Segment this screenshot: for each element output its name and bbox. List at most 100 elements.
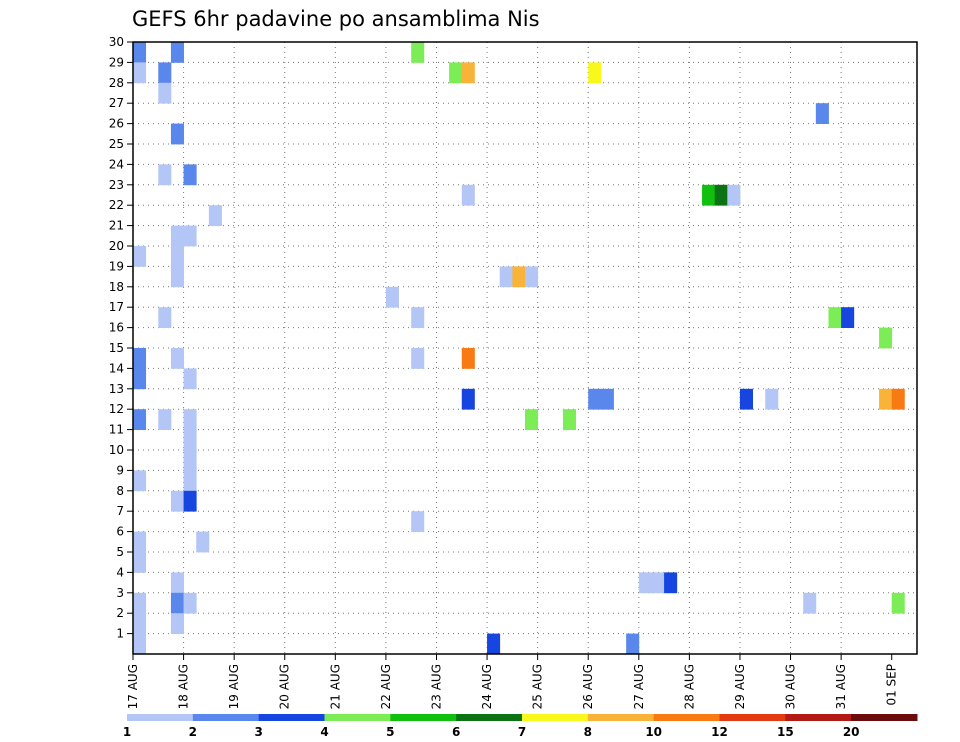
- x-tick-label: 21 AUG: [328, 664, 342, 709]
- chart-title: GEFS 6hr padavine po ansamblima Nis: [132, 7, 540, 31]
- colorbar-label: 4: [320, 725, 328, 739]
- colorbar-segment: [653, 714, 720, 721]
- y-tick-label: 27: [109, 96, 124, 110]
- x-tick-label: 18 AUG: [177, 664, 191, 709]
- heatmap-cell: [714, 184, 728, 206]
- heatmap-cell: [411, 348, 425, 369]
- y-tick-label: 16: [109, 321, 124, 335]
- y-tick-label: 20: [109, 239, 124, 253]
- heatmap-cell: [183, 409, 197, 430]
- x-tick-label: 25 AUG: [531, 664, 545, 709]
- y-tick-label: 2: [116, 606, 124, 620]
- heatmap-cell: [133, 368, 147, 390]
- y-tick-label: 1: [116, 627, 124, 641]
- heatmap-cell: [600, 388, 614, 410]
- colorbar-segment: [456, 714, 523, 721]
- heatmap-cell: [461, 62, 475, 84]
- heatmap-cell: [196, 531, 210, 553]
- colorbar-label: 7: [518, 725, 526, 739]
- heatmap-cell: [183, 470, 197, 492]
- heatmap-cell: [385, 286, 399, 308]
- colorbar-label: 10: [645, 725, 662, 739]
- heatmap-cell: [562, 409, 576, 430]
- colorbar-segment: [851, 714, 918, 721]
- y-tick-label: 6: [116, 525, 124, 539]
- heatmap-cell: [841, 307, 855, 328]
- y-tick-label: 28: [109, 76, 124, 90]
- heatmap-cell: [588, 388, 602, 410]
- heatmap-cell: [879, 388, 893, 410]
- colorbar-label: 8: [584, 725, 592, 739]
- heatmap-cell: [525, 409, 539, 430]
- y-tick-label: 7: [116, 504, 124, 518]
- heatmap-cell: [170, 42, 184, 63]
- heatmap-cell: [183, 450, 197, 471]
- colorbar-label: 6: [452, 725, 460, 739]
- heatmap-cell: [815, 103, 829, 124]
- y-tick-label: 15: [109, 341, 124, 355]
- heatmap-cell: [664, 572, 678, 594]
- colorbar-label: 2: [189, 725, 197, 739]
- colorbar-segment: [522, 714, 589, 721]
- colorbar-segment: [587, 714, 655, 721]
- y-tick-label: 19: [109, 259, 124, 273]
- heatmap-cell: [170, 490, 184, 512]
- x-tick-label: 23 AUG: [429, 664, 443, 709]
- heatmap-cell: [487, 633, 501, 655]
- colorbar-segment: [127, 714, 194, 721]
- heatmap-cell: [651, 572, 665, 594]
- heatmap-cell: [133, 348, 147, 369]
- x-tick-label: 19 AUG: [227, 664, 241, 709]
- y-tick-label: 8: [116, 484, 124, 498]
- heatmap-cell: [133, 42, 147, 63]
- y-tick-label: 4: [116, 565, 124, 579]
- colorbar-label: 1: [123, 725, 131, 739]
- colorbar-label: 5: [386, 725, 394, 739]
- heatmap-cell: [727, 184, 741, 206]
- x-axis-ticks: 17 AUG 18 AUG 19 AUG 20 AUG 21 AUG 22 AUG 23 A…: [126, 654, 899, 709]
- heatmap-cell: [158, 307, 172, 328]
- heatmap-cell: [512, 266, 526, 288]
- y-tick-label: 30: [109, 35, 124, 49]
- colorbar-label: 3: [254, 725, 262, 739]
- y-tick-label: 29: [109, 55, 124, 69]
- heatmap-cell: [158, 62, 172, 84]
- heatmap-cell: [803, 592, 817, 614]
- y-tick-label: 18: [109, 280, 124, 294]
- heatmap-cell: [411, 511, 425, 532]
- heatmap-cell: [170, 613, 184, 634]
- heatmap-cell: [183, 225, 197, 247]
- grid-lines: [133, 42, 917, 654]
- plot-frame: [132, 41, 918, 655]
- heatmap-cell: [133, 531, 147, 553]
- heatmap-cell: [170, 225, 184, 247]
- heatmap-cell: [183, 592, 197, 614]
- heatmap-cells: [133, 42, 905, 655]
- y-tick-label: 26: [109, 117, 124, 131]
- heatmap-cell: [170, 572, 184, 594]
- heatmap-cell: [828, 307, 842, 328]
- colorbar-segment: [719, 714, 786, 721]
- heatmap-cell: [133, 633, 147, 655]
- colorbar-label: 12: [711, 725, 728, 739]
- heatmap-cell: [208, 205, 222, 226]
- colorbar-legend: 1 2 3 4 5 6 7 8 10 12 15 20: [123, 714, 918, 739]
- y-tick-label: 11: [109, 423, 124, 437]
- colorbar-segment: [390, 714, 457, 721]
- heatmap-cell: [170, 246, 184, 267]
- y-tick-label: 9: [116, 463, 124, 477]
- y-tick-label: 17: [109, 300, 124, 314]
- heatmap-cell: [638, 572, 652, 594]
- heatmap-cell: [170, 348, 184, 369]
- x-tick-label: 31 AUG: [834, 664, 848, 709]
- heatmap-cell: [158, 82, 172, 104]
- x-tick-label: 28 AUG: [682, 664, 696, 709]
- heatmap-cell: [170, 592, 184, 614]
- heatmap-cell: [739, 388, 754, 410]
- y-tick-label: 23: [109, 178, 124, 192]
- heatmap-cell: [133, 246, 147, 267]
- y-tick-label: 10: [109, 443, 124, 457]
- heatmap-cell: [411, 42, 425, 63]
- heatmap-cell: [461, 348, 475, 369]
